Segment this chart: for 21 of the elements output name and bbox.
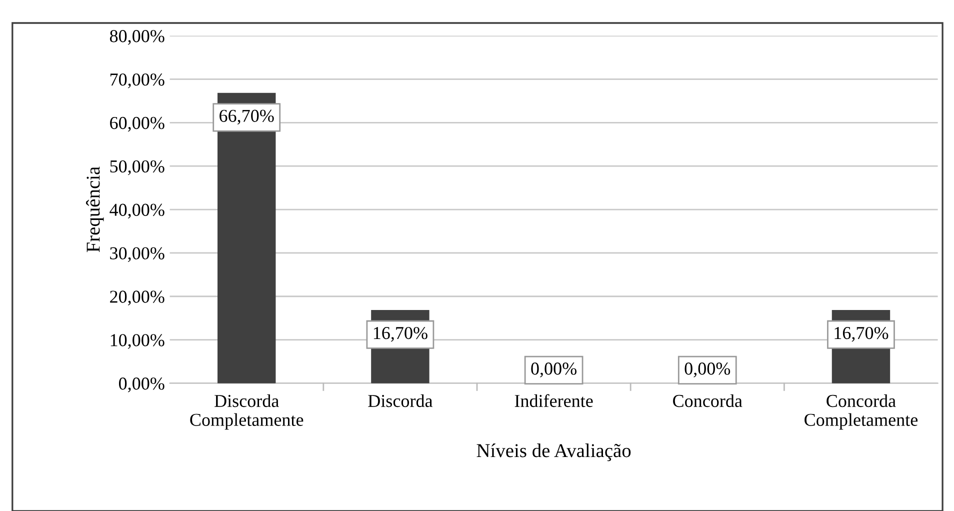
y-tick-label: 50,00% — [110, 160, 164, 176]
data-label: 0,00% — [531, 362, 576, 378]
y-tick-label: 20,00% — [110, 290, 164, 306]
data-label: 0,00% — [684, 362, 730, 378]
y-tick-label: 40,00% — [110, 204, 164, 219]
y-tick-label: 70,00% — [110, 73, 164, 88]
y-axis-title: Frequência — [86, 166, 104, 252]
x-tick-label: Concorda Completamente — [804, 394, 918, 430]
y-tick-label: 30,00% — [110, 247, 164, 262]
x-axis-title: Níveis de Avaliação — [476, 444, 631, 462]
y-tick-label: 0,00% — [119, 378, 164, 392]
y-tick-label: 60,00% — [110, 116, 164, 132]
y-tick-label: 80,00% — [110, 30, 164, 45]
data-label: 16,70% — [834, 326, 888, 342]
x-tick-label: Discorda Completamente — [190, 394, 304, 430]
data-label: 66,70% — [220, 110, 274, 125]
y-tick-label: 10,00% — [110, 334, 164, 349]
x-tick-label: Discorda — [368, 394, 433, 408]
x-tick-label: Indiferente — [514, 394, 593, 408]
data-label: 16,70% — [374, 326, 428, 342]
x-tick-label: Concorda — [673, 394, 742, 408]
